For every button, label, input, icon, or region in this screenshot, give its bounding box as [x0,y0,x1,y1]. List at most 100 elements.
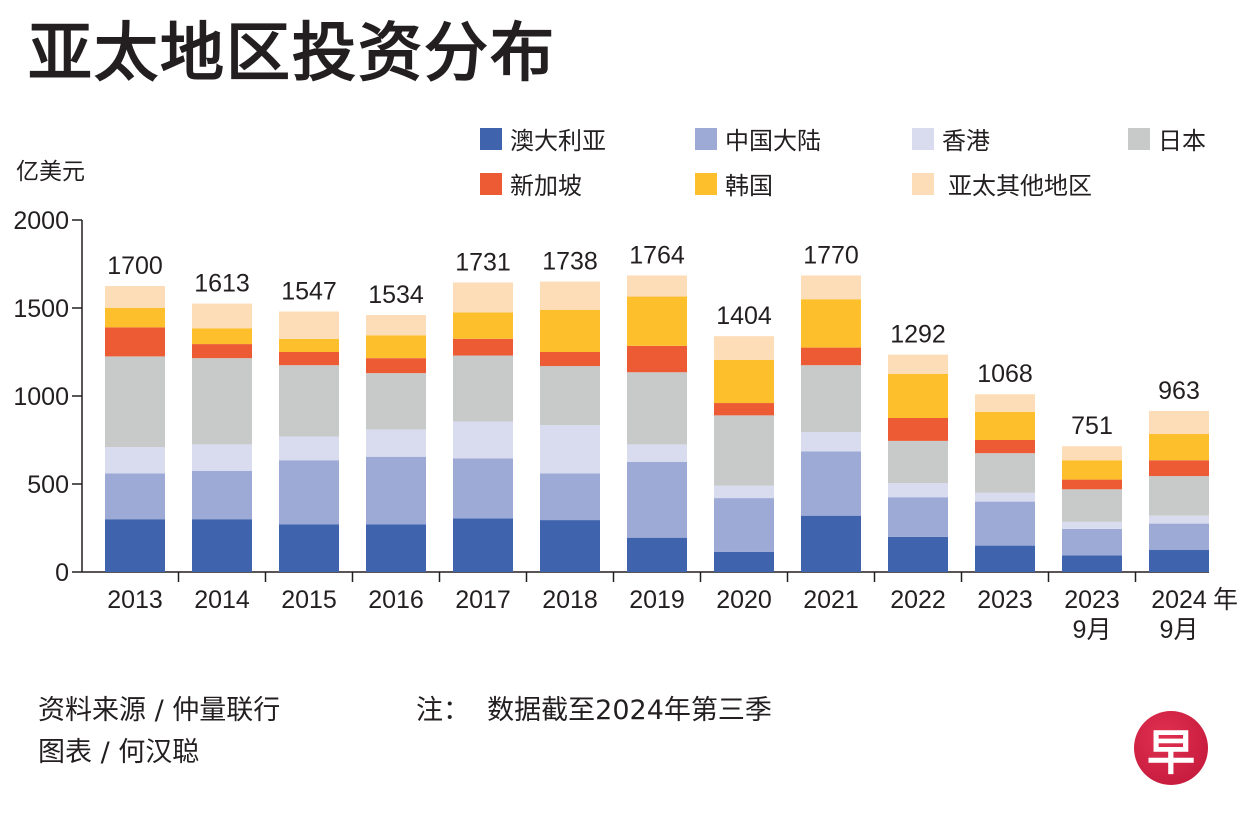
bar-segment-澳大利亚 [801,515,861,572]
bar-segment-日本 [627,372,687,445]
bar-segment-中国大陆 [801,451,861,516]
bar-segment-亚太其他地区 [627,275,687,297]
bar-segment-韩国 [105,308,165,328]
y-tick-label: 2000 [13,207,69,235]
bar-segment-韩国 [627,296,687,346]
bar-segment-新加坡 [975,440,1035,454]
legend-label: 新加坡 [510,172,582,200]
bar-segment-韩国 [1062,460,1122,480]
bar-segment-韩国 [975,411,1035,440]
bar-segment-新加坡 [105,327,165,357]
bar-segment-香港 [714,485,774,499]
bar-segment-韩国 [279,338,339,352]
x-tick-label: 2023 [977,586,1033,614]
legend-swatch [695,127,717,150]
x-tick-label: 2015 [281,586,337,614]
x-tick-label: 2016 [368,586,424,614]
x-tick-label: 2019 [629,586,685,614]
legend-item-other-apac: 亚太其他地区 [912,166,1092,201]
legend-swatch [1128,127,1150,150]
bar-segment-香港 [888,483,948,498]
bar-segment-香港 [540,425,600,474]
bar-total-label: 1292 [890,321,946,349]
bar-segment-香港 [279,436,339,461]
x-tick-label: 2014 [194,586,250,614]
bar-segment-新加坡 [627,345,687,373]
bar-segment-中国大陆 [627,462,687,538]
bar-segment-澳大利亚 [279,524,339,572]
bar-segment-澳大利亚 [366,524,426,572]
legend-item-korea: 韩国 [695,166,773,201]
bar-segment-澳大利亚 [888,536,948,572]
bar-segment-中国大陆 [888,497,948,537]
legend-swatch [912,172,934,195]
legend-label: 日本 [1158,127,1206,155]
bar-total-label: 1547 [281,278,337,306]
bar-segment-亚太其他地区 [105,286,165,308]
source-note: 资料来源 / 仲量联行 [38,695,281,726]
y-axis-unit-label: 亿美元 [16,159,85,185]
chart-credit: 图表 / 何汉聪 [38,737,200,768]
bar-segment-香港 [453,421,513,459]
legend-item-japan: 日本 [1128,121,1206,156]
bar-segment-新加坡 [366,358,426,374]
bar-segment-亚太其他地区 [366,315,426,336]
bar-segment-新加坡 [540,352,600,367]
legend-swatch [912,127,934,150]
bar-segment-澳大利亚 [453,518,513,572]
bar-segment-新加坡 [1062,479,1122,490]
x-tick-label: 2013 [107,586,163,614]
bar-segment-新加坡 [279,352,339,366]
bar-total-label: 1700 [107,252,163,280]
bar-segment-韩国 [540,309,600,352]
bar-total-label: 963 [1158,377,1200,405]
bar-segment-澳大利亚 [627,537,687,572]
bar-segment-中国大陆 [366,456,426,525]
chart-title: 亚太地区投资分布 [28,17,556,91]
x-tick-label: 2018 [542,586,598,614]
bar-segment-中国大陆 [192,470,252,520]
bar-segment-日本 [105,356,165,448]
legend: 澳大利亚 中国大陆 香港 日本 新加坡 韩国 亚太其他地区 [480,118,1240,201]
bar-segment-中国大陆 [453,458,513,519]
x-tick-label: 2021 [803,586,859,614]
bar-segment-中国大陆 [1149,523,1209,550]
legend-swatch [480,127,502,150]
bar-segment-韩国 [366,335,426,359]
zaobao-logo: 早 [1134,711,1208,785]
bar-total-label: 1770 [803,241,859,269]
bar-segment-澳大利亚 [975,545,1035,572]
bar-segment-澳大利亚 [1149,550,1209,572]
bar-total-label: 1738 [542,248,598,276]
bar-segment-香港 [975,492,1035,502]
bar-segment-新加坡 [888,418,948,441]
bar-segment-日本 [714,415,774,486]
legend-label: 亚太其他地区 [948,172,1092,200]
bar-segment-亚太其他地区 [279,311,339,339]
bar-segment-中国大陆 [540,473,600,521]
legend-item-hongkong: 香港 [912,121,990,156]
x-tick-label: 2023 [1064,586,1120,614]
logo-glyph: 早 [1146,725,1195,781]
bar-segment-新加坡 [192,344,252,359]
bar-segment-澳大利亚 [714,551,774,572]
bar-segment-日本 [801,365,861,433]
legend-label: 韩国 [725,172,773,200]
bar-segment-澳大利亚 [192,519,252,572]
legend-item-china: 中国大陆 [695,121,821,156]
bar-segment-日本 [366,373,426,430]
bar-segment-亚太其他地区 [1062,446,1122,461]
x-tick-label: 2024 [1151,586,1207,614]
bar-segment-香港 [1062,521,1122,529]
x-axis-unit-label: 年 [1213,585,1238,614]
bar-segment-日本 [453,355,513,422]
bar-segment-新加坡 [801,347,861,366]
bar-segment-中国大陆 [714,498,774,552]
x-tick-label: 2017 [455,586,511,614]
bar-segment-亚太其他地区 [453,282,513,313]
bar-segment-新加坡 [714,403,774,416]
x-tick-label: 9月 [1073,616,1112,644]
x-tick-label: 2020 [716,586,772,614]
bar-segment-日本 [279,365,339,437]
